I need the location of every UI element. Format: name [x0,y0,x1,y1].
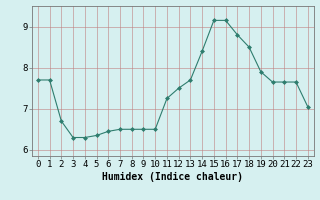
X-axis label: Humidex (Indice chaleur): Humidex (Indice chaleur) [102,172,243,182]
